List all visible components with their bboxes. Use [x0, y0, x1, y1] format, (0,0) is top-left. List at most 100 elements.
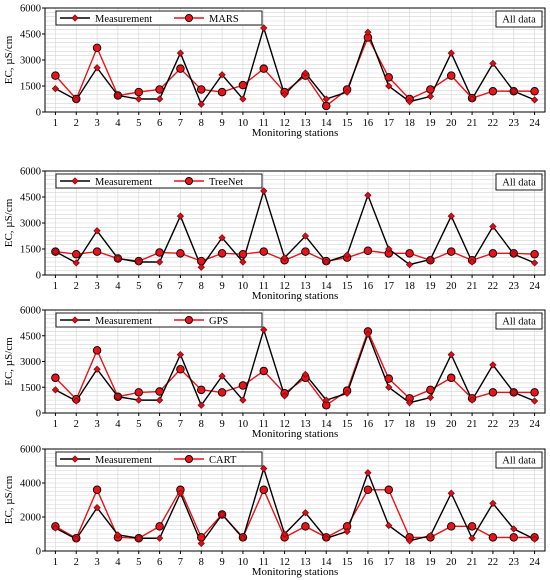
data-point-measurement: [155, 396, 164, 404]
y-tick-label: 2000: [20, 513, 41, 524]
annotation-box: [495, 312, 543, 330]
data-point-measurement: [239, 396, 247, 404]
x-tick-label: 24: [529, 419, 540, 430]
x-tick-label: 8: [199, 419, 204, 430]
annotation-label: All data: [502, 317, 536, 328]
x-tick-label: 21: [467, 118, 478, 129]
x-tick-label: 2: [74, 419, 79, 430]
data-point-measurement: [260, 24, 268, 32]
x-axis-label: Monitoring stations: [252, 428, 338, 440]
data-point-measurement: [239, 95, 247, 103]
y-tick-label: 6000: [20, 167, 41, 178]
data-point-gps: [488, 388, 498, 397]
data-point-measurement: [176, 489, 185, 497]
y-axis-label: EC, µS/cm: [3, 475, 15, 524]
legend-label-gps: GPS: [209, 316, 228, 327]
x-tick-label: 13: [300, 557, 311, 568]
x-tick-label: 5: [136, 419, 141, 430]
data-point-measurement: [51, 247, 60, 256]
data-point-gps: [155, 387, 164, 396]
x-tick-label: 4: [115, 557, 121, 568]
x-tick-label: 7: [178, 419, 183, 430]
y-tick-label: 3000: [20, 357, 41, 368]
data-point-gps: [530, 388, 539, 397]
legend-label-measurement: Measurement: [95, 14, 152, 25]
x-tick-label: 24: [529, 557, 540, 568]
y-tick-label: 6000: [20, 445, 41, 456]
legend-box: [55, 10, 263, 26]
y-tick-label: 0: [36, 108, 41, 119]
data-point-measurement: [510, 250, 518, 258]
data-point-mars: [155, 85, 164, 94]
data-point-measurement: [155, 95, 164, 103]
x-tick-label: 10: [238, 557, 249, 568]
data-point-gps: [51, 373, 60, 383]
x-tick-label: 18: [404, 557, 415, 568]
x-tick-label: 21: [467, 419, 478, 430]
data-point-measurement: [530, 535, 539, 543]
data-point-measurement: [280, 254, 289, 262]
data-point-cart: [509, 533, 519, 542]
data-point-measurement: [322, 534, 330, 542]
data-point-mars: [134, 87, 143, 97]
x-tick-label: 24: [529, 118, 540, 129]
data-point-measurement: [280, 392, 289, 400]
x-tick-label: 20: [446, 419, 457, 430]
data-point-measurement: [301, 232, 310, 240]
data-point-gps: [92, 346, 102, 355]
x-tick-label: 5: [136, 118, 141, 129]
x-tick-label: 1: [53, 419, 58, 430]
data-point-measurement: [530, 96, 539, 104]
data-point-measurement: [510, 87, 518, 95]
x-tick-label: 9: [219, 118, 224, 129]
data-point-measurement: [301, 370, 310, 378]
data-point-measurement: [176, 49, 185, 57]
data-point-gps: [196, 385, 206, 395]
data-point-treenet: [217, 249, 227, 258]
data-point-mars: [176, 64, 185, 73]
data-point-mars: [426, 85, 435, 94]
legend-marker-gps: [184, 315, 194, 325]
y-axis-label: EC, µS/cm: [3, 337, 15, 386]
series-line-measurement: [55, 25, 535, 106]
x-tick-label: 11: [259, 419, 269, 430]
x-tick-label: 22: [488, 281, 499, 292]
x-tick-label: 14: [321, 557, 332, 568]
data-point-measurement: [114, 254, 122, 263]
x-tick-label: 17: [384, 419, 395, 430]
data-point-measurement: [468, 258, 476, 266]
data-point-measurement: [405, 399, 414, 407]
data-point-measurement: [447, 49, 455, 57]
legend-label-cart: CART: [209, 455, 237, 466]
data-point-mars: [384, 73, 394, 82]
x-tick-label: 9: [219, 557, 224, 568]
data-point-treenet: [238, 249, 248, 259]
data-point-measurement: [385, 521, 393, 530]
data-point-measurement: [468, 396, 476, 404]
data-point-measurement: [426, 255, 435, 264]
data-point-measurement: [93, 504, 101, 512]
x-tick-label: 21: [467, 281, 478, 292]
legend: Measurement GPS: [55, 312, 263, 328]
x-tick-label: 24: [529, 281, 540, 292]
data-point-mars: [238, 80, 248, 90]
data-point-gps: [384, 374, 394, 383]
data-point-measurement: [114, 91, 122, 100]
legend-label-measurement: Measurement: [95, 455, 152, 466]
data-point-measurement: [260, 187, 268, 195]
data-point-measurement: [135, 258, 143, 266]
annotation-label: All data: [502, 15, 536, 26]
x-tick-label: 4: [115, 281, 121, 292]
x-axis-label: Monitoring stations: [252, 566, 338, 578]
legend: Measurement TreeNet: [55, 173, 263, 189]
x-tick-label: 14: [321, 419, 332, 430]
x-tick-label: 2: [74, 557, 79, 568]
annotation-label: All data: [502, 456, 536, 467]
data-point-measurement: [239, 534, 247, 542]
x-tick-label: 23: [509, 557, 520, 568]
data-point-measurement: [405, 260, 414, 269]
data-point-mars: [51, 71, 60, 80]
y-tick-label: 4500: [20, 193, 41, 204]
